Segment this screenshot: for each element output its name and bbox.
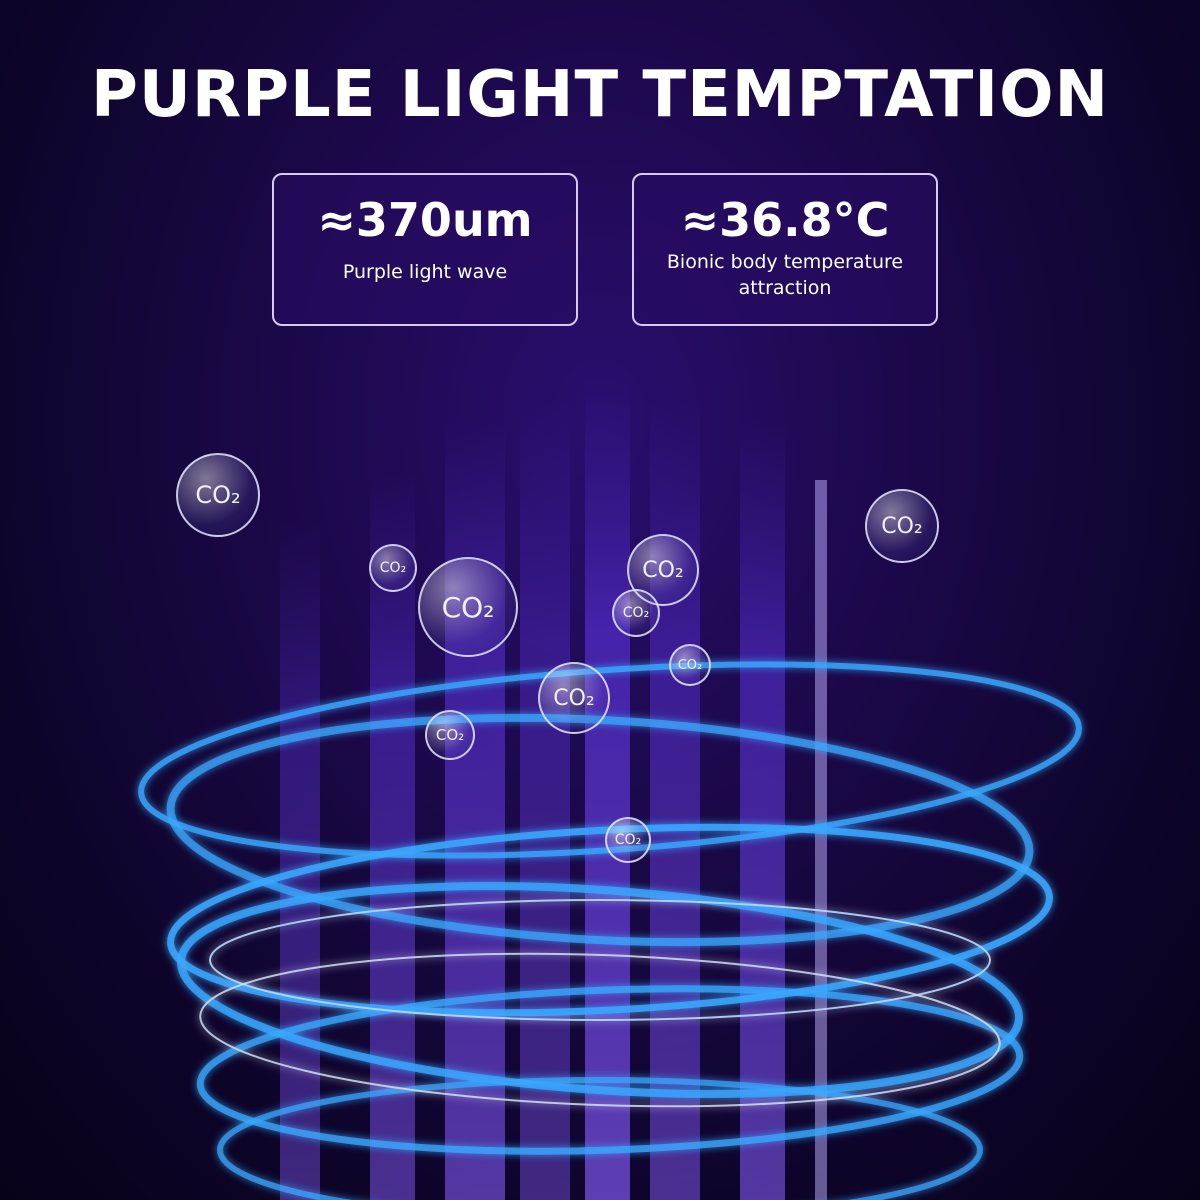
co2-bubble: CO₂ — [669, 644, 711, 686]
co2-bubble: CO₂ — [418, 557, 518, 657]
co2-bubble: CO₂ — [425, 710, 475, 760]
temperature-card: ≈36.8°C Bionic body temperature attracti… — [632, 173, 938, 326]
wavelength-value: ≈370um — [317, 193, 533, 247]
temperature-label: Bionic body temperature attraction — [666, 251, 904, 299]
co2-bubble: CO₂ — [538, 662, 610, 734]
co2-bubble: CO₂ — [176, 453, 260, 537]
co2-bubble: CO₂ — [865, 489, 939, 563]
co2-bubble: CO₂ — [369, 544, 417, 592]
wavelength-card: ≈370um Purple light wave — [272, 173, 578, 326]
glowing-rings — [138, 661, 1082, 1200]
co2-bubble: CO₂ — [612, 589, 660, 637]
temperature-value: ≈36.8°C — [680, 193, 890, 247]
lamp-grid-stripes — [280, 380, 827, 1200]
co2-bubble: CO₂ — [605, 817, 651, 863]
page-title: PURPLE LIGHT TEMPTATION — [90, 58, 1110, 132]
co2-bubble: CO₂ — [627, 534, 699, 606]
wavelength-label: Purple light wave — [342, 261, 508, 283]
